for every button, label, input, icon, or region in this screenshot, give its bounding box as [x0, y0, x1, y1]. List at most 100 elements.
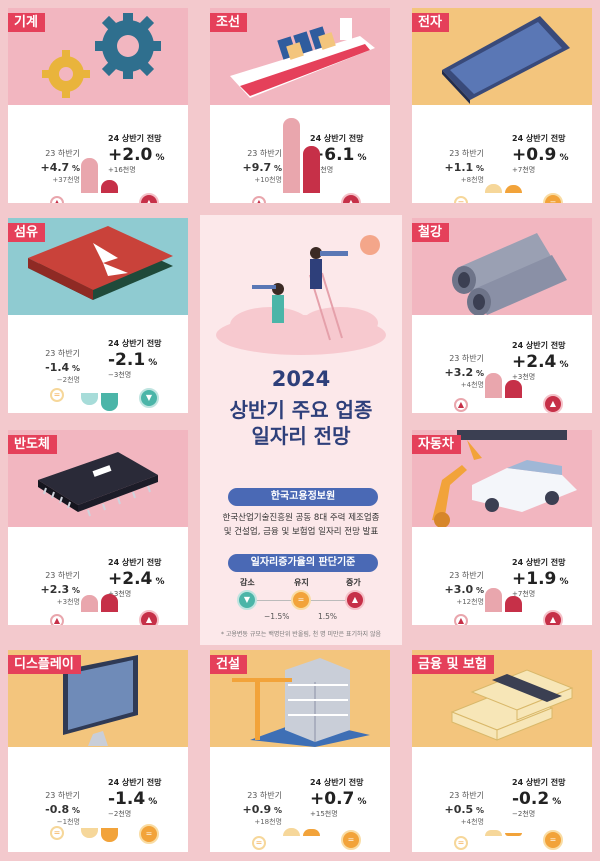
- h23-stat: 23 하반기 +0.9 % +18천명: [216, 790, 282, 827]
- h23-bar: [485, 830, 502, 836]
- decrease-icon: ▼: [237, 590, 257, 610]
- maintain-icon: =: [454, 196, 468, 203]
- machinery-illustration: [8, 8, 188, 105]
- h23-stat: 23 하반기 +0.5 % +4천명: [418, 790, 484, 827]
- h24-pct: +0.9 %: [512, 145, 569, 165]
- h23-sub: +37천명: [52, 176, 80, 184]
- main-title-line2: 일자리 전망: [251, 424, 351, 448]
- h24-label: 24 상반기 전망: [310, 778, 364, 787]
- h24-stat: 24 상반기 전망 +0.7 % +15천명: [310, 777, 388, 819]
- h23-pct: -1.4 %: [45, 361, 80, 374]
- telescope-people-illustration: [216, 235, 386, 355]
- h24-sub: +7천명: [512, 166, 536, 174]
- h23-label: 23 하반기: [449, 571, 484, 580]
- h23-stat: 23 하반기 +1.1 % +8천명: [418, 148, 484, 185]
- gears-icon: [42, 13, 161, 98]
- industry-card-construction: 건설 23 하반기 +0.9 % +18천명 24 상반기 전망 +0.7 % …: [210, 650, 390, 852]
- h24-label: 24 상반기 전망: [108, 134, 162, 143]
- h23-pct: +9.7 %: [242, 161, 282, 174]
- industry-tag: 자동차: [412, 435, 461, 454]
- org-badge: 한국고용정보원: [228, 488, 378, 506]
- increase-icon: ▲: [543, 394, 563, 413]
- h23-sub: +3천명: [56, 598, 80, 606]
- h24-stat: 24 상반기 전망 +1.9 % +7천명: [512, 557, 590, 599]
- h24-pct: -2.1 %: [108, 350, 158, 370]
- industry-tag: 전자: [412, 13, 449, 32]
- increase-icon: ▲: [345, 590, 365, 610]
- h24-sub: +3천명: [512, 373, 536, 381]
- h23-stat: 23 하반기 -1.4 % −2천명: [14, 348, 80, 385]
- h24-stat: 24 상반기 전망 +2.4 % +3천명: [512, 340, 590, 382]
- increase-icon: ▲: [252, 196, 266, 203]
- h23-label: 23 하반기: [449, 149, 484, 158]
- industry-tag: 디스플레이: [8, 655, 81, 674]
- h23-bar: [283, 118, 300, 193]
- electronics-illustration: [412, 8, 592, 105]
- industry-tag: 건설: [210, 655, 247, 674]
- threshold-low: −1.5%: [264, 612, 290, 621]
- maintain-icon: =: [543, 193, 563, 203]
- h24-stat: 24 상반기 전망 +2.4 % +3천명: [108, 557, 186, 599]
- h23-bar: [81, 595, 98, 612]
- h23-stat: 23 하반기 +2.3 % +3천명: [14, 570, 80, 607]
- h24-label: 24 상반기 전망: [512, 778, 566, 787]
- h23-label: 23 하반기: [45, 349, 80, 358]
- h23-label: 23 하반기: [247, 791, 282, 800]
- h24-bar: [505, 596, 522, 612]
- h23-sub: −2천명: [56, 376, 80, 384]
- h24-label: 24 상반기 전망: [512, 134, 566, 143]
- h23-label: 23 하반기: [449, 354, 484, 363]
- h23-stat: 23 하반기 +4.7 % +37천명: [14, 148, 80, 185]
- h24-bar: [101, 180, 118, 193]
- h24-pct: +2.4 %: [108, 569, 165, 589]
- h24-sub: +16천명: [108, 166, 136, 174]
- cash-stacks-icon: [450, 669, 574, 741]
- industry-card-machinery: 기계 23 하반기 +4.7 % +37천명 24 상반기 전망 +2.0 % …: [8, 8, 188, 203]
- h24-pct: +2.0 %: [108, 145, 165, 165]
- h24-bar: [101, 393, 118, 411]
- h23-label: 23 하반기: [45, 791, 80, 800]
- h23-pct: +3.0 %: [444, 583, 484, 596]
- h23-bar: [81, 158, 98, 193]
- h24-sub: +7천명: [512, 590, 536, 598]
- h24-bar: [101, 594, 118, 612]
- h24-bar: [303, 829, 320, 836]
- semiconductor-illustration: [8, 430, 188, 527]
- h24-sub: −3천명: [108, 371, 132, 379]
- increase-icon: ▲: [543, 610, 563, 625]
- h24-sub: −2천명: [512, 810, 536, 818]
- maintain-icon: =: [543, 830, 563, 850]
- h24-bar: [101, 828, 118, 842]
- h24-bar: [505, 833, 522, 836]
- industry-card-automobile: 자동차 23 하반기 +3.0 % +12천명 24 상반기 전망 +1.9 %…: [412, 430, 592, 625]
- h24-pct: -0.2 %: [512, 789, 562, 809]
- car-factory-icon: [432, 430, 577, 528]
- h23-sub: +8천명: [460, 176, 484, 184]
- h23-sub: +12천명: [456, 598, 484, 606]
- increase-icon: ▲: [454, 614, 468, 625]
- criteria-badge: 일자리증가율의 판단기준: [228, 554, 378, 572]
- increase-icon: ▲: [454, 398, 468, 412]
- h24-bar: [303, 146, 320, 193]
- ship-icon: [230, 18, 375, 98]
- increase-icon: ▲: [139, 610, 159, 625]
- h24-pct: +1.9 %: [512, 569, 569, 589]
- h23-bar: [485, 373, 502, 398]
- monitor-icon: [63, 655, 138, 746]
- industry-card-display: 디스플레이 23 하반기 -0.8 % −1천명 24 상반기 전망 -1.4 …: [8, 650, 188, 852]
- h23-pct: -0.8 %: [45, 803, 80, 816]
- finance-illustration: [412, 650, 592, 747]
- h24-stat: 24 상반기 전망 +6.1 % +6천명: [310, 133, 388, 175]
- industry-card-steel: 철강 23 하반기 +3.2 % +4천명 24 상반기 전망 +2.4 % +…: [412, 218, 592, 413]
- h23-bar: [283, 828, 300, 836]
- maintain-icon: =: [341, 830, 361, 850]
- description: 한국산업기술진흥원 공동 8대 주력 제조업종 및 건설업, 금융 및 보험업 …: [200, 511, 402, 539]
- increase-icon: ▲: [50, 196, 64, 203]
- industry-tag: 섬유: [8, 223, 45, 242]
- maintain-icon: =: [139, 824, 159, 844]
- industry-card-semiconductor: 반도체 23 하반기 +2.3 % +3천명 24 상반기 전망 +2.4 % …: [8, 430, 188, 625]
- industry-tag: 기계: [8, 13, 45, 32]
- smartphone-icon: [442, 16, 570, 104]
- decrease-icon: ▼: [139, 388, 159, 408]
- year-title: 2024: [271, 367, 331, 391]
